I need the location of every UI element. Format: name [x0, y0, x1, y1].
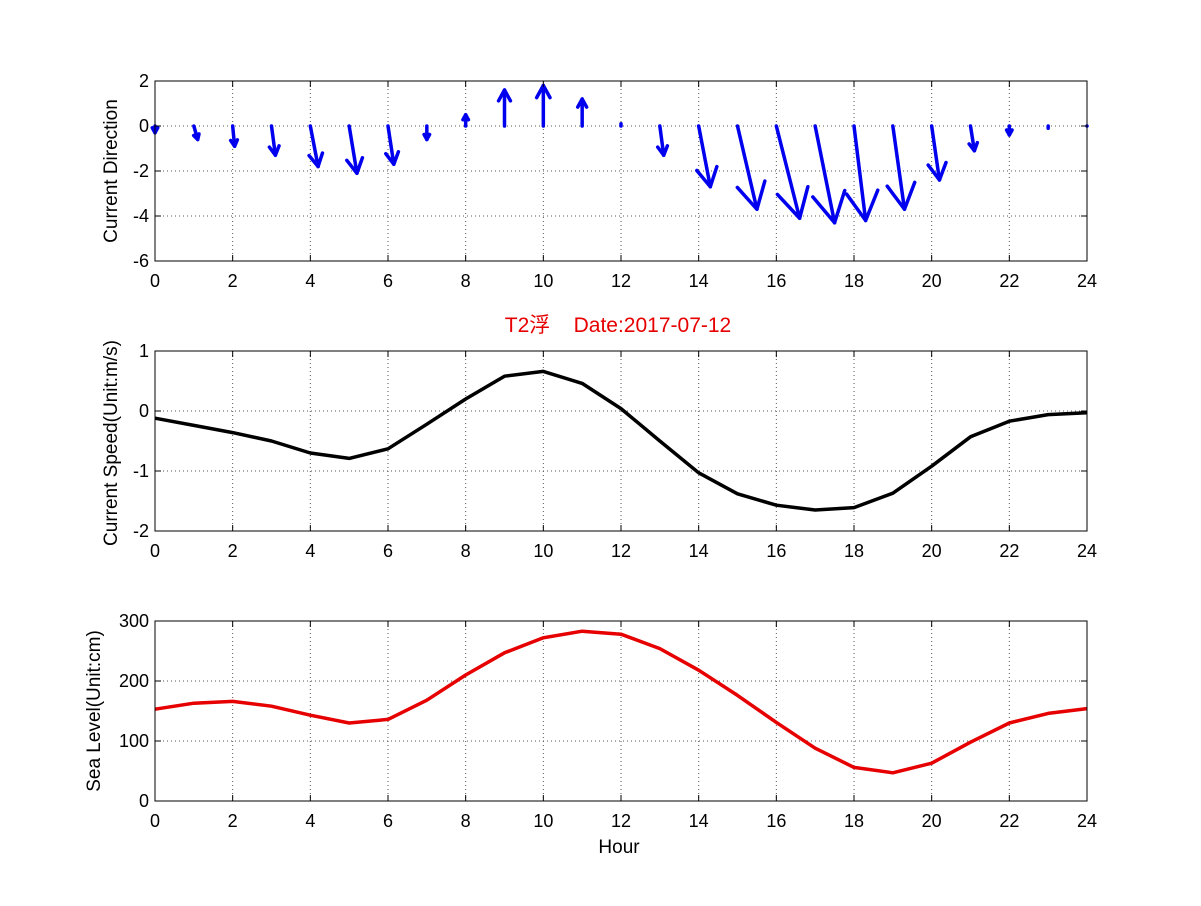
x-tick-label: 18: [844, 271, 864, 291]
current-arrow: [307, 124, 325, 169]
current-arrow: [655, 124, 670, 157]
y-tick-label: -4: [133, 206, 149, 226]
x-tick-label: 2: [228, 271, 238, 291]
y-tick-label: -1: [133, 461, 149, 481]
sea-level-grid: [155, 621, 1087, 801]
sea-level-y-axis-label: Sea Level(Unit:cm): [84, 630, 105, 792]
x-tick-label: 24: [1077, 271, 1097, 291]
x-tick-label: 24: [1077, 541, 1097, 561]
current-arrow: [345, 124, 365, 175]
y-tick-label: 0: [139, 401, 149, 421]
x-tick-label: 20: [922, 541, 942, 561]
y-tick-label: 0: [139, 791, 149, 811]
current-arrow: [885, 124, 917, 211]
x-tick-label: 18: [844, 541, 864, 561]
speed-grid: [155, 351, 1087, 531]
sea-level-series: [154, 629, 1088, 775]
x-tick-label: 8: [461, 271, 471, 291]
x-tick-label: 14: [689, 271, 709, 291]
speed-series: [154, 369, 1088, 512]
y-tick-label: 100: [119, 731, 149, 751]
current-arrow: [1004, 124, 1014, 137]
chart-title: T2浮 Date:2017-07-12: [505, 314, 731, 337]
x-tick-label: 8: [461, 811, 471, 831]
x-tick-label: 12: [611, 541, 631, 561]
x-tick-label: 0: [150, 811, 160, 831]
x-tick-label: 20: [922, 811, 942, 831]
current-arrow: [496, 88, 513, 128]
x-tick-label: 10: [533, 271, 553, 291]
y-tick-label: 300: [119, 611, 149, 631]
x-tick-label: 2: [228, 541, 238, 561]
x-tick-label: 12: [611, 811, 631, 831]
x-tick-label: 22: [999, 811, 1019, 831]
x-axis-label: Hour: [598, 837, 640, 858]
x-tick-label: 22: [999, 271, 1019, 291]
x-tick-label: 10: [533, 811, 553, 831]
direction-arrows: [150, 83, 1089, 225]
current-arrow: [575, 97, 589, 128]
x-tick-label: 8: [461, 541, 471, 561]
sea-level-line: [154, 629, 1088, 775]
current-arrow: [384, 124, 401, 166]
x-tick-label: 18: [844, 811, 864, 831]
x-tick-label: 6: [383, 541, 393, 561]
current-arrow: [811, 124, 847, 225]
x-tick-label: 16: [766, 811, 786, 831]
x-tick-label: 4: [305, 541, 315, 561]
x-tick-label: 6: [383, 271, 393, 291]
x-tick-label: 24: [1077, 811, 1097, 831]
x-tick-label: 4: [305, 811, 315, 831]
current-arrow: [926, 124, 948, 182]
x-tick-label: 22: [999, 541, 1019, 561]
current-arrow: [228, 124, 240, 148]
current-arrow: [191, 124, 201, 142]
direction-grid: [155, 81, 1087, 261]
y-tick-label: -6: [133, 251, 149, 271]
speed-line: [154, 369, 1088, 512]
current-arrow: [967, 124, 980, 153]
current-arrow: [461, 113, 471, 128]
speed-panel: T2浮 Date:2017-07-12 0 2 4 6 8 10 12 14 16 18 20 22 2…: [101, 314, 1097, 561]
x-tick-label: 2: [228, 811, 238, 831]
x-tick-label: 16: [766, 541, 786, 561]
current-arrow: [534, 83, 552, 128]
direction-y-axis-label: Current Direction: [101, 99, 122, 243]
x-tick-label: 20: [922, 271, 942, 291]
speed-y-axis-label: Current Speed(Unit:m/s): [101, 340, 122, 546]
x-tick-label: 12: [611, 271, 631, 291]
current-arrow: [695, 124, 719, 189]
x-tick-label: 10: [533, 541, 553, 561]
x-tick-label: 14: [689, 541, 709, 561]
y-tick-label: 1: [139, 341, 149, 361]
current-arrow: [422, 124, 432, 142]
current-arrow: [267, 124, 281, 157]
current-arrow: [735, 124, 767, 211]
x-tick-label: 0: [150, 271, 160, 291]
x-tick-label: 0: [150, 541, 160, 561]
y-tick-label: 0: [139, 116, 149, 136]
y-tick-label: -2: [133, 521, 149, 541]
x-tick-label: 14: [689, 811, 709, 831]
x-tick-label: 16: [766, 271, 786, 291]
y-tick-label: -2: [133, 161, 149, 181]
current-arrow: [844, 124, 880, 223]
y-tick-label: 2: [139, 71, 149, 91]
x-tick-label: 6: [383, 811, 393, 831]
current-arrow: [774, 124, 810, 220]
y-tick-label: 200: [119, 671, 149, 691]
x-tick-label: 4: [305, 271, 315, 291]
